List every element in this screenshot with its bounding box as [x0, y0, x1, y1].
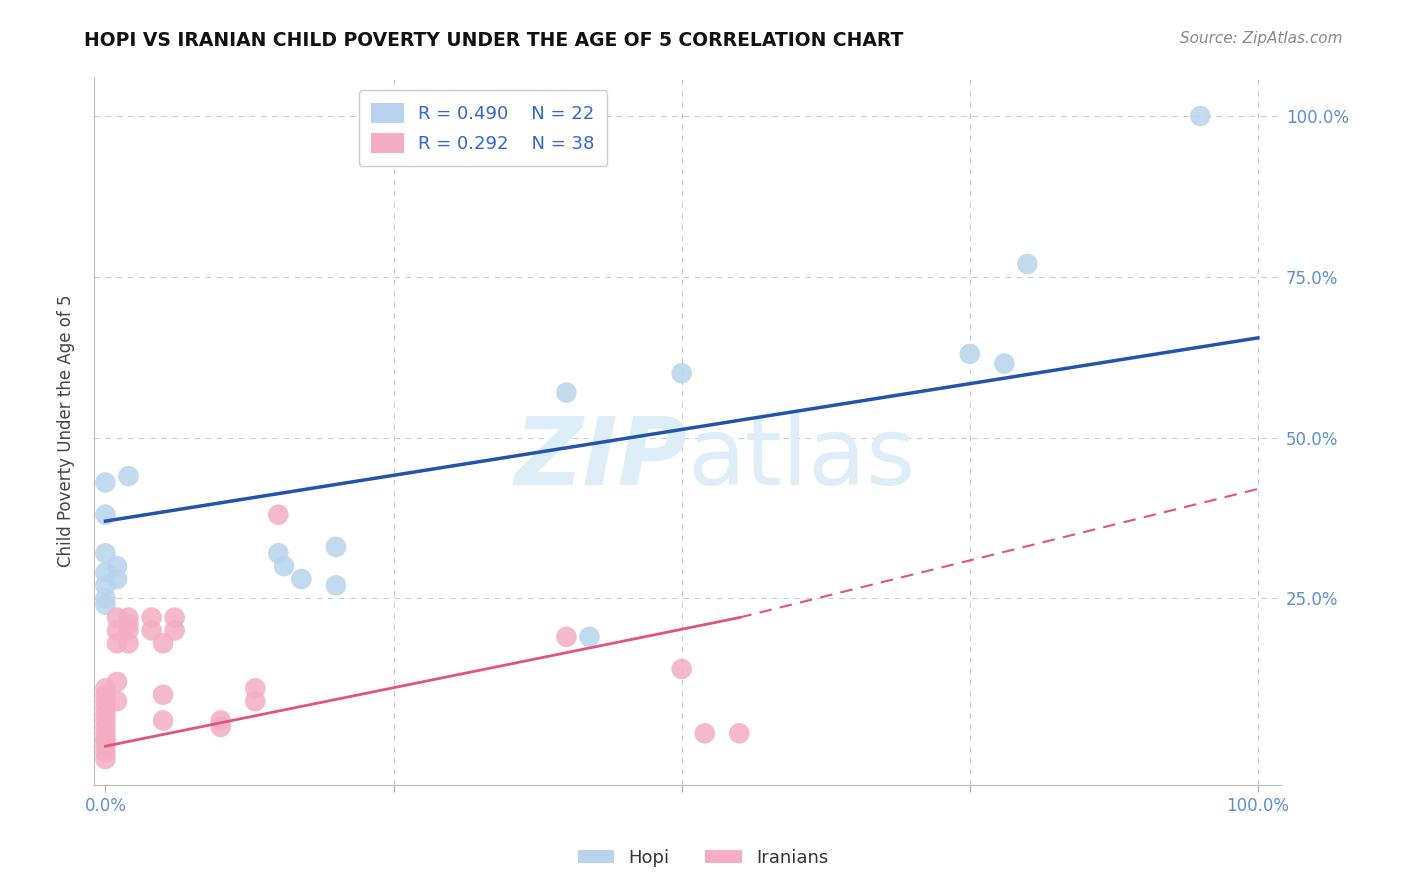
- Point: [993, 357, 1015, 371]
- Point: [94, 546, 117, 560]
- Point: [163, 624, 186, 638]
- Point: [94, 688, 117, 702]
- Point: [94, 578, 117, 592]
- Point: [94, 720, 117, 734]
- Point: [94, 752, 117, 766]
- Legend: Hopi, Iranians: Hopi, Iranians: [571, 842, 835, 874]
- Point: [141, 624, 163, 638]
- Point: [105, 572, 128, 586]
- Point: [94, 591, 117, 606]
- Point: [1189, 109, 1212, 123]
- Point: [105, 674, 128, 689]
- Point: [94, 714, 117, 728]
- Point: [94, 681, 117, 696]
- Point: [325, 540, 347, 554]
- Point: [117, 610, 139, 624]
- Point: [267, 546, 290, 560]
- Point: [94, 508, 117, 522]
- Point: [267, 508, 290, 522]
- Text: ZIP: ZIP: [515, 413, 688, 506]
- Point: [94, 475, 117, 490]
- Point: [94, 739, 117, 754]
- Point: [245, 681, 267, 696]
- Point: [94, 694, 117, 708]
- Point: [290, 572, 312, 586]
- Point: [728, 726, 751, 740]
- Point: [273, 559, 295, 574]
- Point: [105, 610, 128, 624]
- Point: [209, 714, 232, 728]
- Point: [1017, 257, 1039, 271]
- Point: [94, 700, 117, 714]
- Point: [94, 706, 117, 721]
- Point: [152, 688, 174, 702]
- Point: [94, 726, 117, 740]
- Point: [152, 636, 174, 650]
- Point: [209, 720, 232, 734]
- Point: [94, 732, 117, 747]
- Point: [105, 694, 128, 708]
- Legend: R = 0.490    N = 22, R = 0.292    N = 38: R = 0.490 N = 22, R = 0.292 N = 38: [359, 90, 607, 166]
- Point: [245, 694, 267, 708]
- Point: [105, 624, 128, 638]
- Point: [555, 630, 578, 644]
- Text: atlas: atlas: [688, 413, 915, 506]
- Point: [693, 726, 716, 740]
- Point: [94, 746, 117, 760]
- Point: [152, 714, 174, 728]
- Point: [671, 366, 693, 380]
- Point: [959, 347, 981, 361]
- Point: [578, 630, 600, 644]
- Point: [94, 566, 117, 580]
- Point: [94, 598, 117, 612]
- Point: [325, 578, 347, 592]
- Point: [141, 610, 163, 624]
- Text: Source: ZipAtlas.com: Source: ZipAtlas.com: [1180, 31, 1343, 46]
- Point: [117, 624, 139, 638]
- Point: [163, 610, 186, 624]
- Y-axis label: Child Poverty Under the Age of 5: Child Poverty Under the Age of 5: [58, 295, 75, 567]
- Point: [671, 662, 693, 676]
- Point: [94, 732, 117, 747]
- Text: HOPI VS IRANIAN CHILD POVERTY UNDER THE AGE OF 5 CORRELATION CHART: HOPI VS IRANIAN CHILD POVERTY UNDER THE …: [84, 31, 904, 50]
- Point: [117, 469, 139, 483]
- Point: [105, 636, 128, 650]
- Point: [105, 559, 128, 574]
- Point: [117, 636, 139, 650]
- Point: [555, 385, 578, 400]
- Point: [117, 617, 139, 632]
